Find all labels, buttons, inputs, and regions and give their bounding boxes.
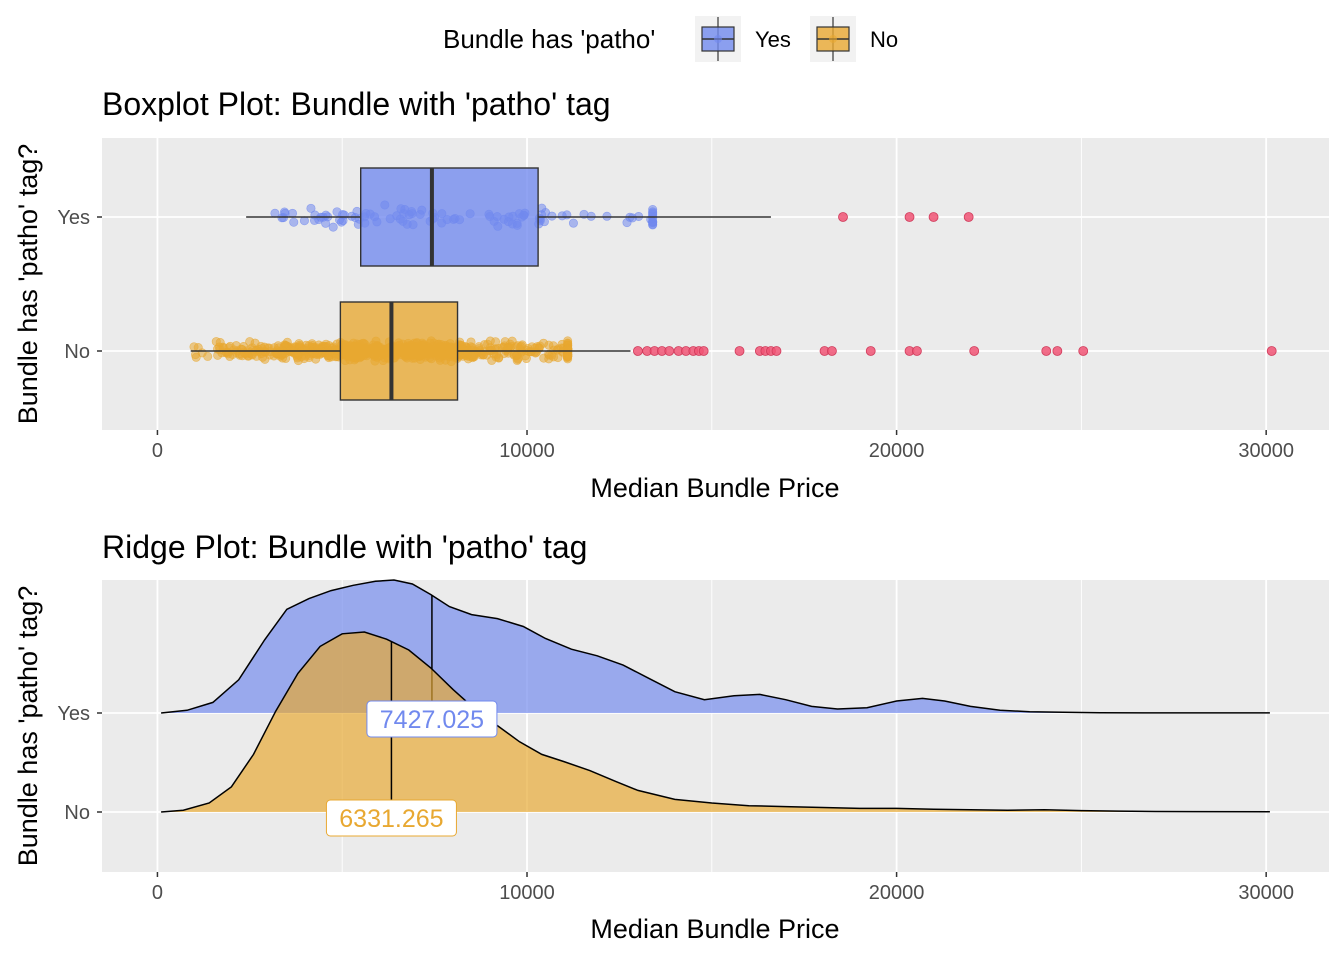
- jitter-point: [503, 348, 513, 358]
- y-tick-label: Yes: [57, 207, 90, 229]
- legend-key-yes: [695, 16, 741, 62]
- boxplot-marks: [189, 167, 1277, 401]
- outlier-point: [698, 346, 709, 356]
- jitter-point: [547, 211, 557, 221]
- ridge-line-no: [161, 631, 1270, 813]
- jitter-point: [197, 348, 207, 358]
- ridge-x-axis-title: Median Bundle Price: [590, 914, 839, 944]
- jitter-point: [306, 203, 316, 213]
- median-label: 6331.265: [339, 805, 443, 833]
- jitter-point: [529, 347, 539, 357]
- x-tick-label: 20000: [869, 440, 925, 462]
- jitter-point: [215, 345, 225, 355]
- outlier-point: [1052, 346, 1063, 356]
- jitter-point: [189, 342, 199, 352]
- jitter-point: [309, 348, 319, 358]
- outlier-point: [827, 346, 837, 356]
- outlier-point: [1266, 346, 1277, 356]
- median-label: 7427.025: [380, 706, 484, 734]
- boxplot-x-axis-title: Median Bundle Price: [590, 473, 839, 503]
- y-tick-label: Yes: [57, 703, 90, 725]
- y-tick-label: No: [64, 341, 90, 363]
- boxplot-title: Boxplot Plot: Bundle with 'patho' tag: [102, 86, 611, 122]
- x-tick-label: 10000: [499, 882, 555, 904]
- legend-key-point: [829, 35, 837, 43]
- legend-key-point: [714, 35, 722, 43]
- legend: Bundle has 'patho' Yes No: [443, 16, 898, 62]
- jitter-point: [494, 353, 504, 363]
- jitter-point: [270, 208, 280, 218]
- jitter-point: [289, 217, 299, 227]
- x-tick-label: 0: [152, 440, 163, 462]
- legend-key-no: [810, 16, 856, 62]
- outlier-point: [904, 212, 915, 222]
- jitter-point: [352, 206, 362, 216]
- jitter-point: [299, 216, 309, 226]
- boxplot-panel: [102, 138, 1329, 430]
- ridge-title: Ridge Plot: Bundle with 'patho' tag: [102, 529, 587, 565]
- jitter-point: [294, 339, 304, 349]
- jitter-point: [460, 342, 470, 352]
- jitter-point: [562, 210, 572, 220]
- x-tick-label: 30000: [1238, 882, 1294, 904]
- jitter-point: [602, 211, 612, 221]
- jitter-point: [648, 217, 658, 227]
- jitter-point: [469, 350, 479, 360]
- outlier-point: [771, 346, 782, 356]
- jitter-point: [273, 341, 283, 351]
- y-tick-label: No: [64, 802, 90, 824]
- jitter-point: [321, 218, 331, 228]
- outlier-point: [1078, 346, 1089, 356]
- jitter-point: [191, 352, 201, 362]
- ridge-line-yes: [161, 579, 1270, 714]
- outlier-point: [963, 212, 974, 222]
- box-no: [339, 301, 459, 401]
- x-tick-label: 10000: [499, 440, 555, 462]
- jitter-point: [225, 341, 235, 351]
- outlier-point: [734, 346, 745, 356]
- outlier-point: [912, 346, 922, 356]
- legend-label-yes: Yes: [755, 27, 791, 52]
- jitter-point: [549, 352, 559, 362]
- boxplot-chart: Boxplot Plot: Bundle with 'patho' tag 0 1…: [13, 86, 1329, 503]
- jitter-point: [250, 338, 260, 348]
- ridge-marks: 7427.025 6331.265: [161, 579, 1270, 837]
- outlier-point: [865, 346, 876, 356]
- jitter-point: [648, 208, 658, 218]
- jitter-point: [563, 345, 573, 355]
- jitter-point: [310, 210, 320, 220]
- outlier-point: [1041, 346, 1052, 356]
- jitter-point: [280, 207, 290, 217]
- jitter-point: [568, 218, 578, 228]
- x-tick-label: 0: [152, 882, 163, 904]
- median-label-box: [366, 700, 498, 738]
- jitter-point: [223, 349, 233, 359]
- boxplot-axes: 0 10000 20000 30000 Yes No: [57, 207, 1294, 462]
- legend-title: Bundle has 'patho': [443, 24, 655, 54]
- outlier-point: [664, 346, 675, 356]
- ridge-chart: Ridge Plot: Bundle with 'patho' tag 7427…: [13, 529, 1329, 944]
- outlier-point: [928, 212, 939, 222]
- x-tick-label: 30000: [1238, 440, 1294, 462]
- jitter-point: [328, 222, 338, 232]
- jitter-point: [276, 350, 286, 360]
- outlier-point: [969, 346, 980, 356]
- median-label-box: [325, 799, 457, 837]
- jitter-point: [512, 350, 522, 360]
- jitter-point: [480, 340, 490, 350]
- x-tick-label: 20000: [869, 882, 925, 904]
- ridge-area-no: [161, 632, 1270, 812]
- ridge-axes: 0 10000 20000 30000 Yes No: [57, 703, 1294, 904]
- jitter-point: [292, 351, 302, 361]
- outlier-point: [632, 346, 643, 356]
- legend-label-no: No: [870, 27, 898, 52]
- jitter-point: [307, 339, 317, 349]
- outlier-point: [838, 212, 848, 222]
- jitter-point: [627, 213, 637, 223]
- box-yes: [360, 167, 539, 267]
- ridge-y-axis-title: Bundle has 'patho' tag?: [13, 586, 43, 867]
- boxplot-y-axis-title: Bundle has 'patho' tag?: [13, 144, 43, 425]
- jitter-point: [300, 345, 310, 355]
